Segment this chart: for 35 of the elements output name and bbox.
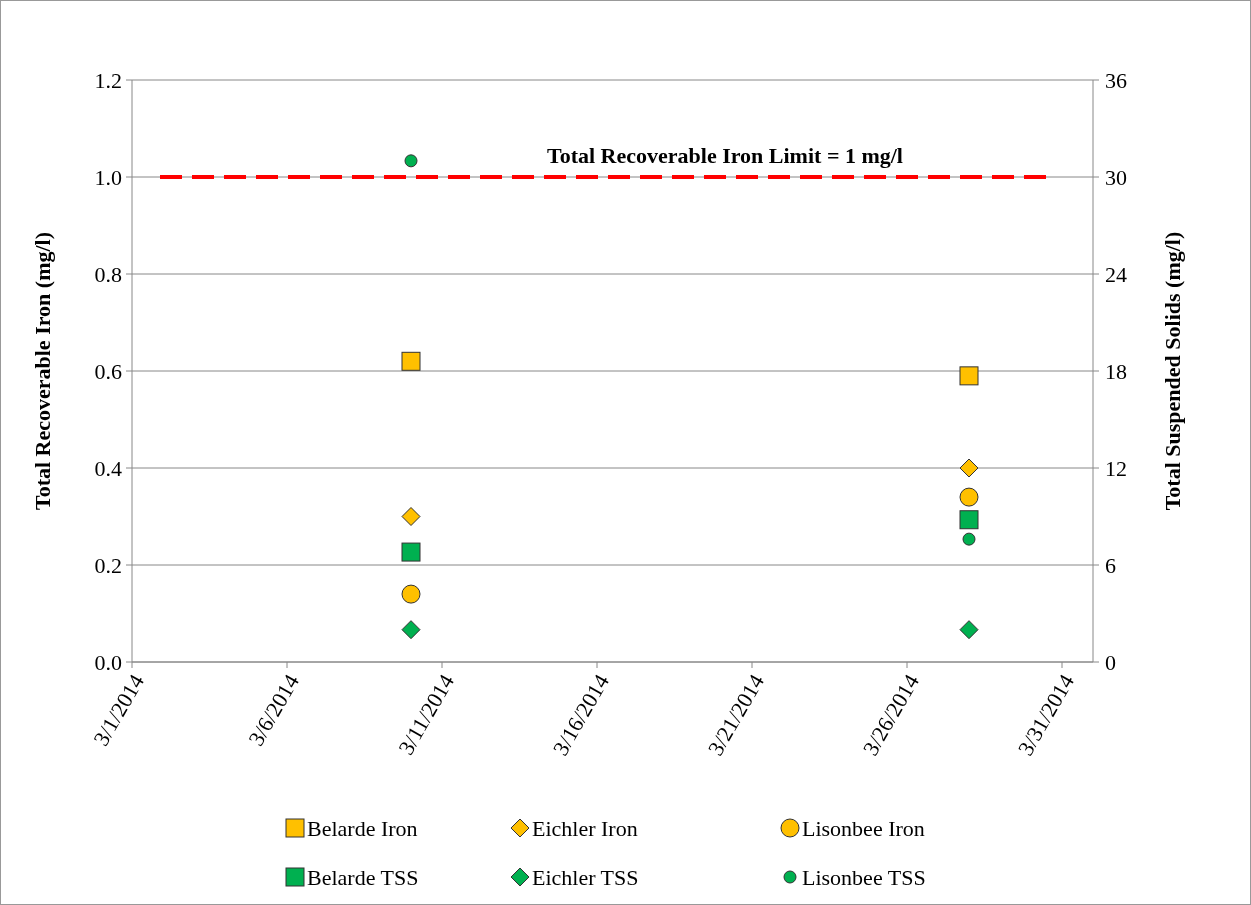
point [401,542,421,562]
point [959,458,979,478]
point [401,351,421,371]
y-tick-label: 1.0 [94,164,122,190]
y2-tick-label: 6 [1105,552,1116,578]
y2-axis-title: Total Suspended Solids (mg/l) [1160,231,1185,511]
y-tick-label: 0.6 [94,358,122,384]
point [962,532,976,546]
point [401,584,421,604]
y2-tick-label: 30 [1105,164,1127,190]
point [959,620,979,640]
point [959,366,979,386]
y2-tick-label: 18 [1105,358,1127,384]
legend-label: Eichler TSS [532,864,639,890]
legend-label: Belarde Iron [307,815,418,841]
y2-tick-label: 12 [1105,455,1127,481]
point [401,620,421,640]
y-tick-label: 0.4 [94,455,122,481]
legend-label: Lisonbee TSS [802,864,926,890]
y-tick-label: 0.8 [94,261,122,287]
ref-line-label: Total Recoverable Iron Limit = 1 mg/l [547,143,903,168]
y-tick-label: 0.2 [94,552,122,578]
legend-label: Lisonbee Iron [802,815,925,841]
point [404,154,418,168]
y-axis-title: Total Recoverable Iron (mg/l) [30,231,55,511]
y2-tick-label: 24 [1105,261,1127,287]
legend-label: Belarde TSS [307,864,419,890]
y2-tick-label: 0 [1105,649,1116,675]
legend-label: Eichler Iron [532,815,638,841]
point [401,507,421,526]
y-tick-label: 1.2 [94,67,122,93]
point [959,510,979,530]
y2-tick-label: 36 [1105,67,1127,93]
y-tick-label: 0.0 [94,649,122,675]
point [959,487,979,507]
